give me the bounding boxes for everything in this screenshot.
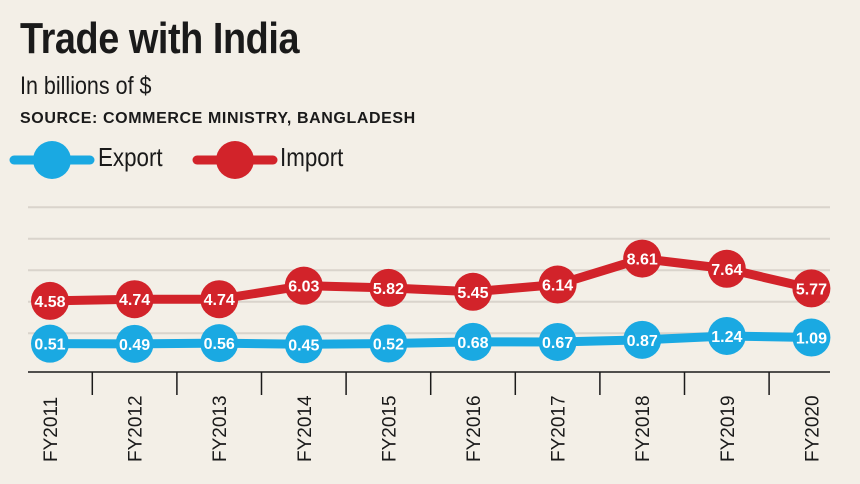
data-label-import-FY2018: 8.61 — [627, 252, 658, 269]
data-point-import-FY2014 — [284, 266, 323, 305]
data-label-import-FY2017: 6.14 — [542, 278, 573, 295]
data-point-export-FY2016 — [454, 322, 492, 361]
x-tick-label-FY2015: FY2015 — [379, 395, 400, 462]
data-point-import-FY2018 — [623, 239, 662, 278]
x-tick-label-FY2013: FY2013 — [210, 395, 231, 462]
data-label-import-FY2019: 7.64 — [711, 262, 742, 279]
data-label-export-FY2011: 0.51 — [34, 337, 65, 354]
data-label-import-FY2013: 4.74 — [204, 292, 235, 309]
x-tick-label-FY2020: FY2020 — [802, 395, 823, 462]
data-label-export-FY2014: 0.45 — [288, 337, 319, 354]
x-tick-label-FY2019: FY2019 — [718, 395, 739, 462]
x-tick-label-FY2012: FY2012 — [126, 395, 147, 462]
data-label-import-FY2015: 5.82 — [373, 281, 404, 298]
data-point-export-FY2011 — [31, 324, 69, 363]
series-line-import — [45, 254, 816, 306]
legend-label-export: Export — [98, 142, 163, 172]
data-point-import-FY2020 — [792, 269, 831, 308]
x-tick-label-FY2014: FY2014 — [295, 395, 316, 462]
data-point-import-FY2017 — [538, 265, 577, 304]
data-point-export-FY2014 — [284, 325, 323, 364]
data-label-import-FY2020: 5.77 — [796, 281, 827, 298]
x-tick-label-FY2011: FY2011 — [41, 397, 62, 462]
data-label-import-FY2011: 4.58 — [34, 294, 65, 311]
x-tick-label-FY2017: FY2017 — [549, 395, 570, 462]
chart-subtitle: In billions of $ — [20, 72, 152, 100]
data-label-export-FY2020: 1.09 — [796, 331, 827, 348]
data-point-export-FY2020 — [792, 318, 831, 357]
data-point-export-FY2015 — [369, 324, 408, 363]
data-point-export-FY2013 — [200, 324, 239, 363]
data-label-export-FY2017: 0.67 — [542, 335, 573, 352]
data-point-export-FY2017 — [538, 322, 577, 361]
data-label-export-FY2012: 0.49 — [119, 337, 150, 354]
chart-title: Trade with India — [20, 14, 300, 63]
data-point-import-FY2015 — [369, 268, 408, 307]
data-label-export-FY2016: 0.68 — [457, 335, 488, 352]
data-point-export-FY2018 — [623, 320, 662, 359]
data-point-export-FY2012 — [115, 324, 154, 363]
legend-marker-import — [192, 141, 278, 179]
legend-label-import: Import — [280, 142, 344, 172]
data-point-import-FY2011 — [31, 281, 69, 320]
data-point-import-FY2012 — [115, 280, 154, 319]
chart-source: SOURCE: COMMERCE MINISTRY, BANGLADESH — [20, 110, 416, 127]
data-label-import-FY2012: 4.74 — [119, 292, 150, 309]
legend-marker-export — [9, 141, 95, 179]
data-label-import-FY2016: 5.45 — [457, 285, 488, 302]
data-label-export-FY2013: 0.56 — [204, 336, 235, 353]
data-label-export-FY2018: 0.87 — [627, 333, 658, 350]
data-point-import-FY2013 — [200, 280, 239, 319]
data-point-import-FY2016 — [454, 272, 492, 311]
x-tick-label-FY2018: FY2018 — [633, 395, 654, 462]
data-label-export-FY2019: 1.24 — [711, 329, 742, 346]
series-line-export — [45, 331, 816, 349]
data-label-import-FY2014: 6.03 — [288, 279, 319, 296]
data-point-import-FY2019 — [707, 249, 746, 288]
data-point-export-FY2019 — [707, 316, 746, 355]
x-tick-label-FY2016: FY2016 — [464, 395, 485, 462]
data-label-export-FY2015: 0.52 — [373, 337, 404, 354]
